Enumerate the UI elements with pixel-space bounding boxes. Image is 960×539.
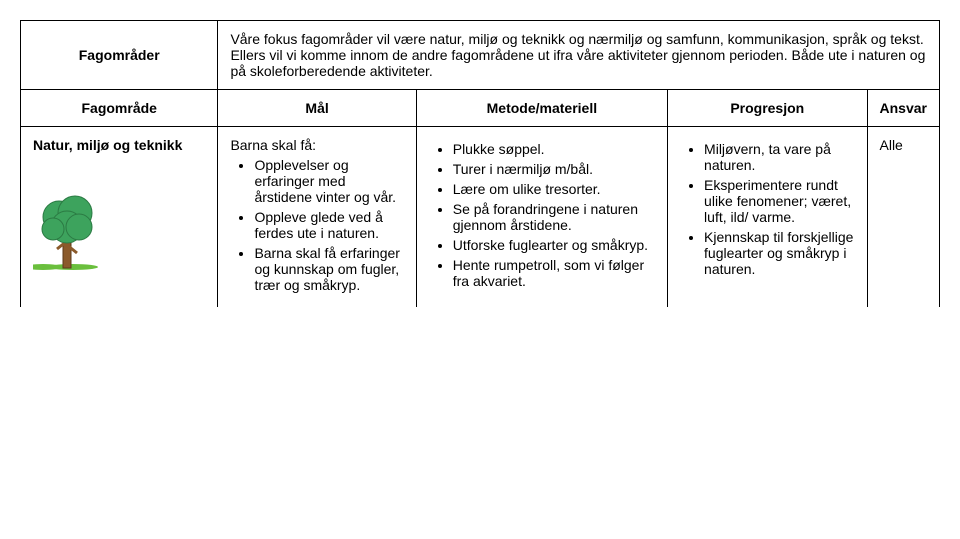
header-ansvar: Ansvar — [867, 90, 940, 127]
goals-intro: Barna skal få: — [230, 137, 403, 153]
list-item: Oppleve glede ved å ferdes ute i naturen… — [254, 209, 403, 241]
responsible-cell: Alle — [867, 127, 940, 308]
goals-list: Opplevelser og erfaringer med årstidene … — [230, 157, 403, 293]
list-item: Kjennskap til forskjellige fuglearter og… — [704, 229, 854, 277]
intro-title-cell: Fagområder — [21, 21, 218, 90]
content-row: Natur, miljø og teknikk Barna skal få: — [21, 127, 940, 308]
responsible-text: Alle — [880, 137, 903, 153]
list-item: Eksperimentere rundt ulike fenomener; væ… — [704, 177, 854, 225]
header-mal: Mål — [218, 90, 416, 127]
header-progresjon: Progresjon — [668, 90, 867, 127]
category-title: Natur, miljø og teknikk — [33, 137, 205, 153]
list-item: Plukke søppel. — [453, 141, 655, 157]
header-row: Fagområde Mål Metode/materiell Progresjo… — [21, 90, 940, 127]
main-table: Fagområder Våre fokus fagområder vil vær… — [20, 20, 940, 307]
list-item: Lære om ulike tresorter. — [453, 181, 655, 197]
list-item: Turer i nærmiljø m/bål. — [453, 161, 655, 177]
header-metode: Metode/materiell — [416, 90, 667, 127]
list-item: Barna skal få erfaringer og kunnskap om … — [254, 245, 403, 293]
list-item: Utforske fuglearter og småkryp. — [453, 237, 655, 253]
list-item: Hente rumpetroll, som vi følger fra akva… — [453, 257, 655, 289]
goals-cell: Barna skal få: Opplevelser og erfaringer… — [218, 127, 416, 308]
methods-list: Plukke søppel. Turer i nærmiljø m/bål. L… — [429, 141, 655, 289]
list-item: Miljøvern, ta vare på naturen. — [704, 141, 854, 173]
progression-cell: Miljøvern, ta vare på naturen. Eksperime… — [668, 127, 867, 308]
intro-body-cell: Våre fokus fagområder vil være natur, mi… — [218, 21, 940, 90]
intro-title: Fagområder — [79, 47, 160, 63]
category-cell: Natur, miljø og teknikk — [21, 127, 218, 308]
intro-row: Fagområder Våre fokus fagområder vil vær… — [21, 21, 940, 90]
tree-icon — [33, 191, 103, 271]
list-item: Se på forandringene i naturen gjennom år… — [453, 201, 655, 233]
document-container: Fagområder Våre fokus fagområder vil vær… — [20, 20, 940, 307]
methods-cell: Plukke søppel. Turer i nærmiljø m/bål. L… — [416, 127, 667, 308]
intro-body: Våre fokus fagområder vil være natur, mi… — [230, 31, 925, 79]
header-fagomrade: Fagområde — [21, 90, 218, 127]
list-item: Opplevelser og erfaringer med årstidene … — [254, 157, 403, 205]
progression-list: Miljøvern, ta vare på naturen. Eksperime… — [680, 141, 854, 277]
